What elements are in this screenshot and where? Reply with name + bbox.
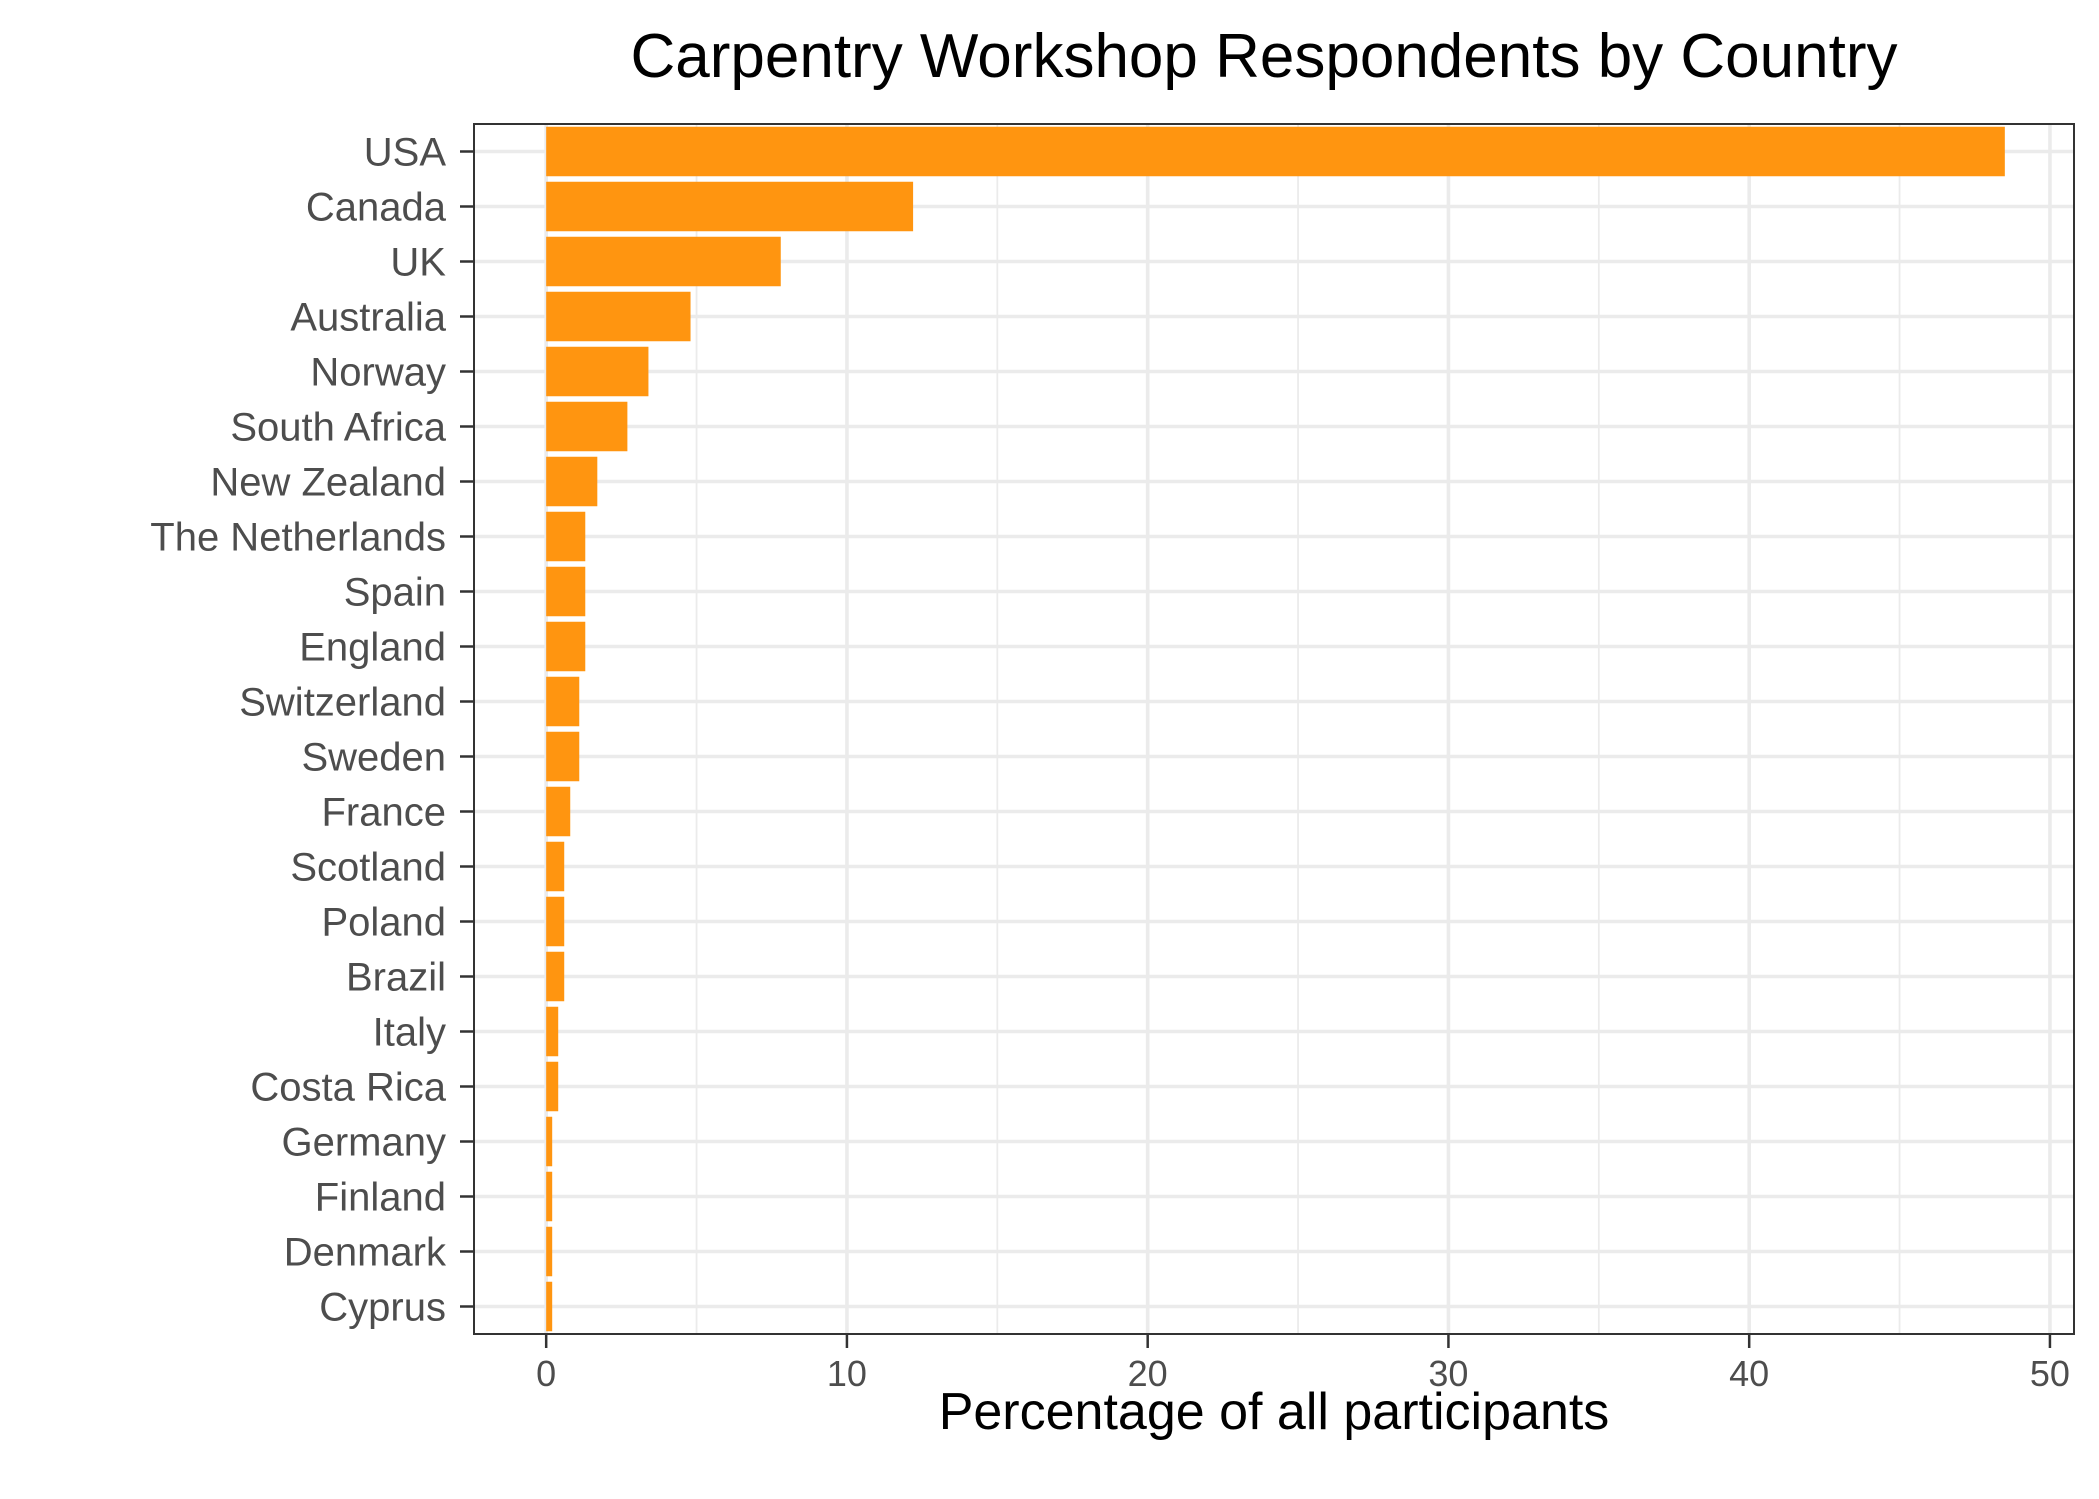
- y-tick-label: Denmark: [284, 1231, 447, 1275]
- y-tick-label: Finland: [315, 1176, 446, 1220]
- bar-italy: [546, 1006, 559, 1057]
- y-tick-label: Brazil: [346, 956, 446, 1000]
- y-tick-label: Australia: [290, 296, 446, 340]
- bar-costa-rica: [546, 1061, 559, 1112]
- x-axis: 0 10 20 30 40 50: [536, 1334, 2070, 1394]
- y-tick-label: Italy: [373, 1011, 446, 1055]
- y-tick-label: France: [322, 791, 447, 835]
- bar-cyprus: [546, 1281, 553, 1332]
- x-tick-label: 40: [1729, 1353, 1769, 1394]
- y-tick-label: Costa Rica: [250, 1066, 446, 1110]
- y-tick-label: Norway: [310, 351, 446, 395]
- bar-denmark: [546, 1226, 553, 1277]
- bar-scotland: [546, 841, 565, 892]
- y-tick-label: New Zealand: [210, 461, 446, 505]
- y-tick-label: Cyprus: [319, 1286, 446, 1330]
- y-axis: USA Canada UK Australia Norway South Africa Ne…: [150, 131, 474, 1330]
- gridlines: [474, 124, 2074, 1334]
- y-tick-label: Germany: [282, 1121, 447, 1165]
- bar-brazil: [546, 951, 565, 1002]
- bar-uk: [546, 236, 781, 287]
- bar-usa: [546, 126, 2005, 177]
- bar-sweden: [546, 731, 580, 782]
- y-tick-label: Switzerland: [239, 681, 446, 725]
- y-tick-label: Canada: [306, 186, 447, 230]
- x-tick-label: 20: [1128, 1353, 1168, 1394]
- y-tick-label: Sweden: [301, 736, 446, 780]
- y-tick-label: Spain: [344, 571, 446, 615]
- bar-finland: [546, 1171, 553, 1222]
- x-tick-label: 10: [827, 1353, 867, 1394]
- y-tick-label: Scotland: [290, 846, 446, 890]
- y-tick-label: UK: [390, 241, 446, 285]
- chart-title: Carpentry Workshop Respondents by Countr…: [630, 22, 1897, 91]
- x-tick-label: 0: [536, 1353, 556, 1394]
- y-tick-label: England: [299, 626, 446, 670]
- x-tick-label: 50: [2030, 1353, 2070, 1394]
- y-tick-label: South Africa: [230, 406, 446, 450]
- bar-australia: [546, 291, 691, 342]
- plot-panel-border: [473, 123, 2075, 1335]
- bar-south-africa: [546, 401, 628, 452]
- bar-switzerland: [546, 676, 580, 727]
- bars: [546, 126, 2005, 1332]
- x-axis-title: Percentage of all participants: [939, 1383, 1610, 1441]
- bar-norway: [546, 346, 649, 397]
- bar-the-netherlands: [546, 511, 586, 562]
- y-tick-label: USA: [364, 131, 447, 175]
- y-tick-label: The Netherlands: [150, 516, 446, 560]
- bar-new-zealand: [546, 456, 598, 507]
- bar-spain: [546, 566, 586, 617]
- x-tick-label: 30: [1428, 1353, 1468, 1394]
- bar-poland: [546, 896, 565, 947]
- bar-canada: [546, 181, 914, 232]
- bar-france: [546, 786, 571, 837]
- bar-england: [546, 621, 586, 672]
- bar-germany: [546, 1116, 553, 1167]
- y-tick-label: Poland: [321, 901, 446, 945]
